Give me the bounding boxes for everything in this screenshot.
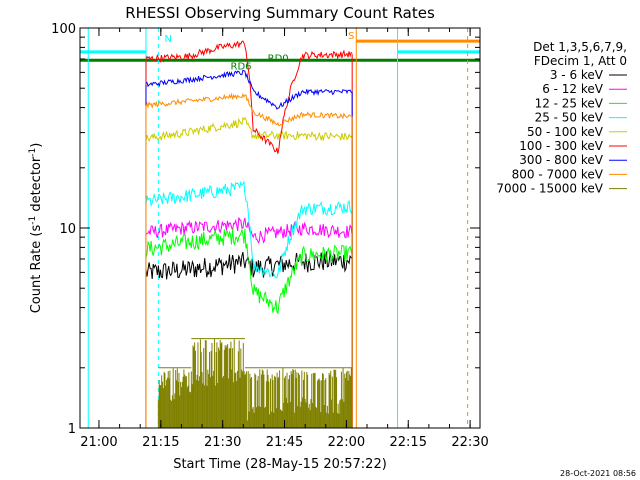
y-axis-label-end: ): [29, 143, 44, 148]
series-6-line-0: [145, 69, 353, 110]
series-7-line-0: [145, 92, 353, 127]
series-8-burst-2: [244, 367, 278, 428]
legend-header-line-1: Det 1,3,5,6,7,9,: [533, 40, 627, 54]
flag-lines: [80, 39, 480, 62]
legend-label-4: 50 - 100 keV: [527, 125, 604, 139]
annotation-s: S: [348, 31, 354, 42]
series-7: [145, 92, 353, 428]
legend-label-8: 7000 - 15000 keV: [496, 182, 603, 196]
x-tick-label-6: 22:30: [451, 435, 488, 450]
legend-label-0: 3 - 6 keV: [550, 68, 604, 82]
series-8: [157, 338, 353, 429]
series-8-burst-0: [157, 367, 192, 428]
y-axis-label-mid: detector: [29, 156, 44, 216]
legend: Det 1,3,5,6,7,9, FDecim 1, Att 0 3 - 6 k…: [496, 40, 627, 196]
y-axis-label-main: Count Rate (s: [29, 225, 44, 314]
series-1-line-0: [145, 217, 353, 244]
legend-label-2: 12 - 25 keV: [535, 96, 604, 110]
x-tick-label-0: 21:00: [80, 435, 117, 450]
series-2-line-0: [145, 227, 353, 315]
y-axis-label: Count Rate (s-1 detector-1): [28, 143, 44, 314]
chart-title: RHESSI Observing Summary Count Rates: [125, 4, 435, 22]
legend-label-1: 6 - 12 keV: [542, 82, 604, 96]
x-tick-label-2: 21:30: [204, 435, 241, 450]
series-layer: [145, 40, 353, 429]
generation-timestamp: 28-Oct-2021 08:56: [560, 469, 636, 478]
annotation-n: N: [165, 34, 172, 45]
x-tick-label-3: 21:45: [266, 435, 303, 450]
y-axis-label-superscript-1: -1: [28, 216, 38, 225]
series-8-burst-1: [190, 338, 245, 428]
series-5-line-0: [145, 40, 353, 154]
y-tick-label-1: 10: [59, 222, 76, 237]
x-tick-label-4: 22:00: [328, 435, 365, 450]
legend-label-6: 300 - 800 keV: [519, 153, 603, 167]
legend-label-3: 25 - 50 keV: [535, 111, 604, 125]
legend-label-7: 800 - 7000 keV: [512, 167, 604, 181]
x-axis-label: Start Time (28-May-15 20:57:22): [173, 457, 387, 472]
legend-header-line-2: FDecim 1, Att 0: [534, 54, 627, 68]
series-3-line-0: [145, 180, 353, 279]
x-tick-label-1: 21:15: [142, 435, 179, 450]
x-tick-label-5: 22:15: [390, 435, 427, 450]
legend-label-5: 100 - 300 keV: [519, 139, 603, 153]
y-tick-label-0: 1: [68, 422, 76, 437]
y-axis-label-superscript-2: -1: [28, 148, 38, 157]
series-8-burst-3: [277, 367, 353, 428]
annotation-rd0: RD0: [268, 53, 289, 64]
y-axis-ticks: 1 10 100: [51, 22, 480, 437]
x-axis-ticks: 21:00 21:15 21:30 21:45 22:00 22:15 22:30: [80, 28, 489, 450]
series-4-line-0: [145, 116, 353, 142]
annotation-rd6: RD6: [231, 62, 252, 73]
y-tick-label-2: 100: [51, 22, 76, 37]
annotations: N RD6 RD0 S: [165, 31, 355, 72]
